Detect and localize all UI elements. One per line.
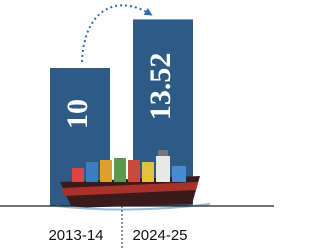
x-tick-label: 2013-14	[48, 227, 103, 244]
x-tick-label: 2024-25	[132, 227, 187, 244]
value-label: 13.52	[144, 53, 177, 121]
chart: 10 2013-14 13.52 2024-25	[0, 0, 274, 250]
value-label: 10	[61, 99, 94, 129]
